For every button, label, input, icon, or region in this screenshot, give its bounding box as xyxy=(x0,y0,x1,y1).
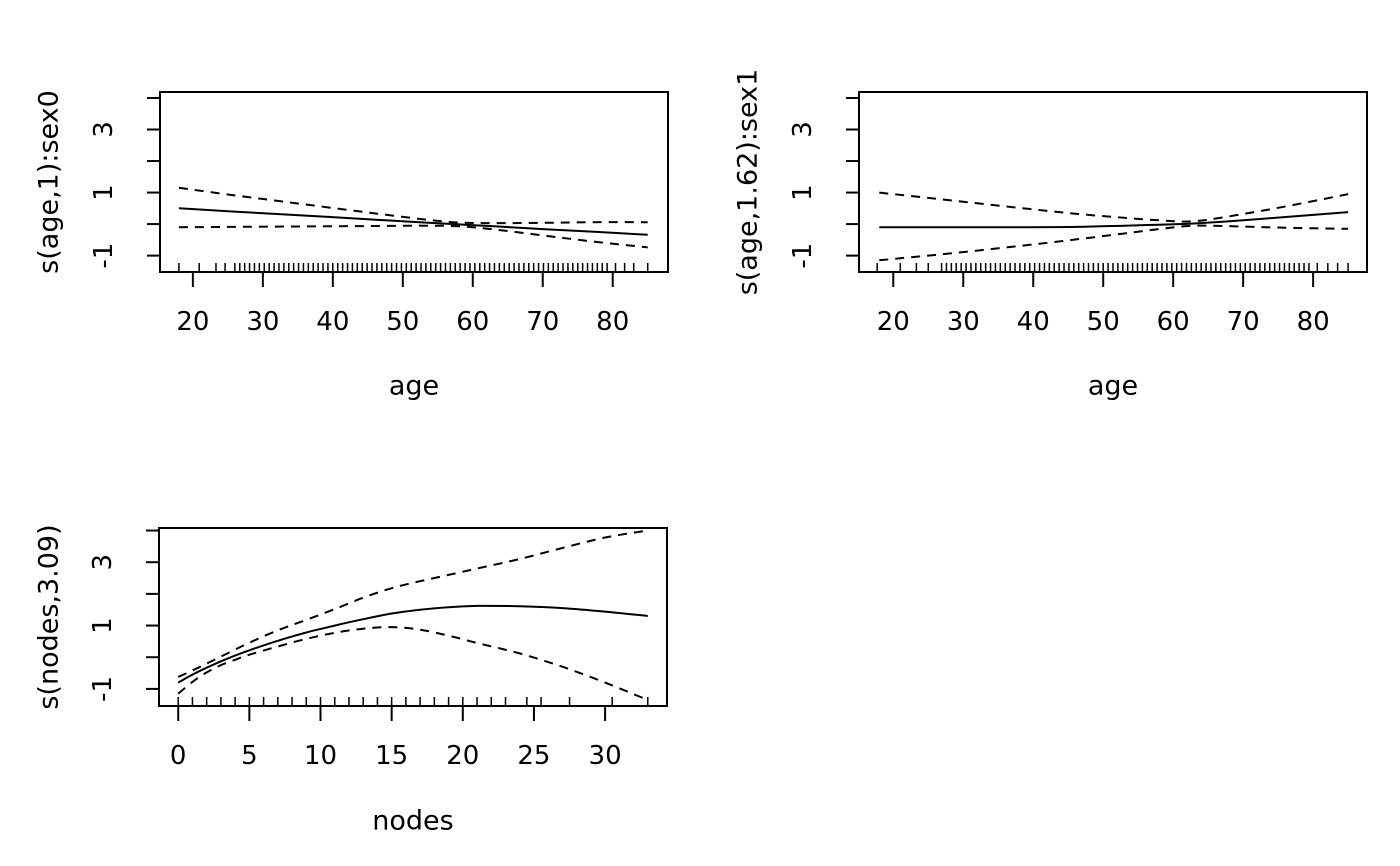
panel2-y-tick-label: 1 xyxy=(788,184,818,201)
panel1-y-axis-title: s(age,1):sex0 xyxy=(33,90,65,274)
panel2-y-tick-label: 3 xyxy=(788,121,818,138)
panel2-upper-95ci-line xyxy=(879,191,1349,223)
panel1-x-tick-label: 40 xyxy=(316,307,349,337)
panel2-y-axis-title: s(age,1.62):sex1 xyxy=(732,68,764,296)
panel3-lower-95ci-line xyxy=(177,626,649,701)
panel1-x-tick-label: 80 xyxy=(596,307,629,337)
panel3-y-tick-label: -1 xyxy=(88,676,118,702)
panel2-x-tick-label: 30 xyxy=(947,307,980,337)
panel1-x-axis-title: age xyxy=(388,370,440,402)
panel2-x-tick-label: 70 xyxy=(1227,307,1260,337)
panel3-x-axis-title: nodes xyxy=(372,805,454,837)
panel2-y-tick-label: -1 xyxy=(788,243,818,269)
panel3-x-tick-label: 15 xyxy=(375,741,408,771)
panel3-y-axis-title: s(nodes,3.09) xyxy=(33,524,65,710)
panel3-x-tick-label: 20 xyxy=(446,741,479,771)
panel3-plot-box xyxy=(158,527,668,707)
panel2-smooth-estimate-line xyxy=(879,211,1349,229)
panel2-x-tick-label: 50 xyxy=(1087,307,1120,337)
panel3-x-tick-label: 10 xyxy=(304,741,337,771)
panel3-x-tick-label: 30 xyxy=(589,741,622,771)
panel3-y-tick-label: 1 xyxy=(88,617,118,634)
panel3-smooth-estimate-line xyxy=(177,604,648,684)
panel3-x-tick-label: 5 xyxy=(241,741,258,771)
panel2-x-tick-label: 40 xyxy=(1017,307,1050,337)
panel2-lower-95ci-line xyxy=(879,224,1349,262)
panel2-x-tick-label: 80 xyxy=(1297,307,1330,337)
panel1-lower-95ci-line xyxy=(178,224,648,249)
panel2-x-tick-label: 20 xyxy=(877,307,910,337)
panel3-y-tick-label: 3 xyxy=(88,554,118,571)
panel3-x-tick-label: 0 xyxy=(170,741,187,771)
panel3-x-tick-label: 25 xyxy=(517,741,550,771)
panel1-x-tick-label: 50 xyxy=(386,307,419,337)
panel1-smooth-estimate-line xyxy=(178,207,648,236)
panel2-x-axis-title: age xyxy=(1087,370,1139,402)
panel1-y-tick-label: 1 xyxy=(89,184,119,201)
panel1-plot-box xyxy=(159,91,669,273)
panel1-y-tick-label: -1 xyxy=(89,243,119,269)
panel1-upper-95ci-line xyxy=(178,186,648,225)
panel1-x-tick-label: 70 xyxy=(526,307,559,337)
panel1-y-tick-label: 3 xyxy=(89,121,119,138)
panel1-x-tick-label: 60 xyxy=(456,307,489,337)
panel1-x-tick-label: 20 xyxy=(176,307,209,337)
panel2-x-tick-label: 60 xyxy=(1157,307,1190,337)
panel1-x-tick-label: 30 xyxy=(246,307,279,337)
panel2-plot-box xyxy=(858,91,1368,273)
